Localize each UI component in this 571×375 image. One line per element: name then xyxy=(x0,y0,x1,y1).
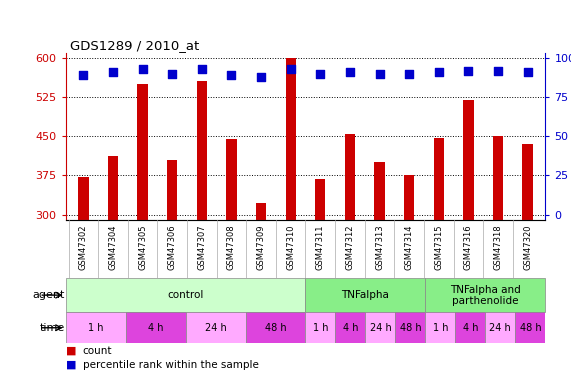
Bar xyxy=(375,162,385,220)
Bar xyxy=(315,179,325,220)
Bar xyxy=(167,160,178,220)
Bar xyxy=(226,139,236,220)
Point xyxy=(108,69,118,75)
Text: 1 h: 1 h xyxy=(433,323,448,333)
Text: GSM47315: GSM47315 xyxy=(434,224,443,270)
Text: 48 h: 48 h xyxy=(400,323,421,333)
Bar xyxy=(66,278,305,312)
Point xyxy=(434,69,443,75)
Point xyxy=(256,74,266,80)
Bar xyxy=(395,312,425,343)
Point xyxy=(138,66,147,72)
Text: control: control xyxy=(167,290,204,300)
Point xyxy=(227,72,236,78)
Text: count: count xyxy=(83,346,112,356)
Text: GSM47302: GSM47302 xyxy=(79,224,88,270)
Bar xyxy=(433,138,444,220)
Bar xyxy=(522,144,533,220)
Text: ■: ■ xyxy=(66,360,76,370)
Text: GSM47314: GSM47314 xyxy=(405,224,413,270)
Text: 4 h: 4 h xyxy=(343,323,358,333)
Text: 4 h: 4 h xyxy=(148,323,163,333)
Point xyxy=(375,71,384,77)
Text: GSM47305: GSM47305 xyxy=(138,224,147,270)
Bar xyxy=(138,84,148,220)
Bar xyxy=(126,312,186,343)
Text: GSM47309: GSM47309 xyxy=(256,224,266,270)
Text: 4 h: 4 h xyxy=(463,323,478,333)
Bar xyxy=(425,278,545,312)
Text: 48 h: 48 h xyxy=(520,323,541,333)
Text: ■: ■ xyxy=(66,346,76,356)
Text: GSM47316: GSM47316 xyxy=(464,224,473,270)
Bar xyxy=(463,100,473,220)
Text: 1 h: 1 h xyxy=(88,323,103,333)
Text: agent: agent xyxy=(32,290,65,300)
Bar xyxy=(515,312,545,343)
Text: TNFalpha: TNFalpha xyxy=(341,290,389,300)
Bar xyxy=(345,134,355,220)
Text: GSM47304: GSM47304 xyxy=(108,224,118,270)
Text: percentile rank within the sample: percentile rank within the sample xyxy=(83,360,259,370)
Point xyxy=(493,68,502,74)
Text: 24 h: 24 h xyxy=(489,323,511,333)
Bar xyxy=(196,81,207,220)
Bar xyxy=(186,312,246,343)
Text: TNFalpha and
parthenolide: TNFalpha and parthenolide xyxy=(450,285,521,306)
Text: GSM47306: GSM47306 xyxy=(168,224,177,270)
Text: GSM47312: GSM47312 xyxy=(345,224,355,270)
Text: 48 h: 48 h xyxy=(265,323,286,333)
Text: GDS1289 / 2010_at: GDS1289 / 2010_at xyxy=(70,39,200,52)
Text: GSM47307: GSM47307 xyxy=(198,224,206,270)
Bar xyxy=(246,312,305,343)
Bar xyxy=(365,312,395,343)
Bar xyxy=(404,176,415,220)
Point xyxy=(345,69,355,75)
Text: GSM47313: GSM47313 xyxy=(375,224,384,270)
Point xyxy=(523,69,532,75)
Bar xyxy=(485,312,515,343)
Bar xyxy=(108,156,118,220)
Text: 1 h: 1 h xyxy=(313,323,328,333)
Point xyxy=(79,72,88,78)
Bar xyxy=(286,58,296,220)
Text: GSM47311: GSM47311 xyxy=(316,224,325,270)
Bar xyxy=(256,203,266,220)
Point xyxy=(168,71,177,77)
Point xyxy=(464,68,473,74)
Bar xyxy=(455,312,485,343)
Bar xyxy=(66,312,126,343)
Point xyxy=(316,71,325,77)
Bar xyxy=(305,312,335,343)
Point xyxy=(286,66,295,72)
Text: 24 h: 24 h xyxy=(204,323,227,333)
Bar xyxy=(305,278,425,312)
Bar xyxy=(425,312,456,343)
Point xyxy=(198,66,207,72)
Text: GSM47318: GSM47318 xyxy=(493,224,502,270)
Bar xyxy=(78,177,89,220)
Point xyxy=(404,71,413,77)
Text: 24 h: 24 h xyxy=(369,323,391,333)
Text: time: time xyxy=(39,323,65,333)
Bar xyxy=(335,312,365,343)
Text: GSM47308: GSM47308 xyxy=(227,224,236,270)
Text: GSM47310: GSM47310 xyxy=(286,224,295,270)
Text: GSM47320: GSM47320 xyxy=(523,224,532,270)
Bar xyxy=(493,136,503,220)
